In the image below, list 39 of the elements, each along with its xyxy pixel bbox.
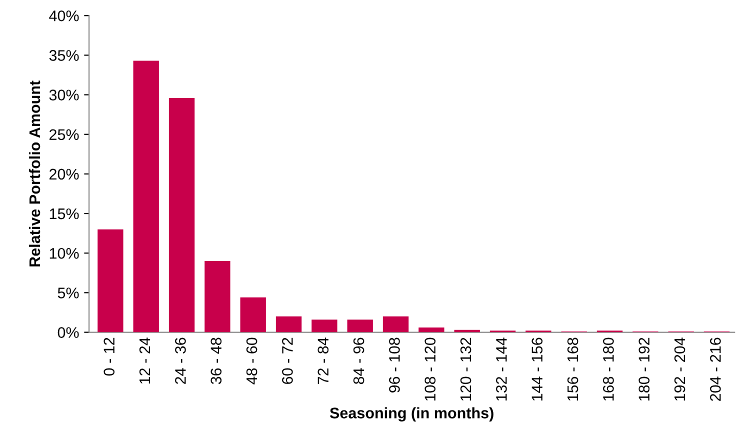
bar [347,320,373,332]
x-tick-label: 168 - 180 [603,338,614,401]
y-tick-label: 35% [49,50,79,61]
x-tick-label: 108 - 120 [424,338,436,401]
y-tick-label: 40% [49,10,79,22]
x-tick-label: 120 - 132 [460,338,472,401]
x-tick-label: 132 - 144 [496,338,507,401]
x-tick-label: 144 - 156 [532,338,543,401]
x-axis-title: Seasoning (in months) [330,407,494,422]
x-tick-label: 60 - 72 [282,338,293,384]
x-tick-label: 0 - 12 [104,338,115,376]
x-tick-label: 36 - 48 [210,338,222,384]
y-tick-label: 5% [58,288,79,298]
x-tick-label: 24 - 36 [175,338,186,384]
bar [204,261,230,332]
x-tick-label: 72 - 84 [318,338,329,384]
y-tick-label: 0% [58,327,79,338]
bar [382,316,409,332]
x-tick-label: 156 - 168 [567,338,578,401]
bar [276,316,302,332]
x-tick-label: 84 - 96 [353,338,364,384]
y-tick-label: 10% [50,248,79,259]
x-tick-label: 48 - 60 [246,338,258,384]
bar [312,320,338,332]
y-tick-label: 20% [50,168,79,180]
y-tick-label: 15% [50,208,79,220]
x-tick-label: 192 - 204 [674,338,686,401]
y-axis-title: Relative Portfolio Amount [28,80,40,266]
bar [133,60,159,332]
bar [240,297,266,332]
bar [168,98,195,332]
bar [418,328,444,332]
x-tick-label: 204 - 216 [710,338,721,401]
x-tick-label: 180 - 192 [638,338,650,401]
bar [98,229,124,332]
y-tick-label: 25% [50,129,79,140]
y-tick-label: 30% [49,90,79,100]
x-tick-label: 96 - 108 [389,338,400,392]
x-tick-label: 12 - 24 [139,338,150,384]
